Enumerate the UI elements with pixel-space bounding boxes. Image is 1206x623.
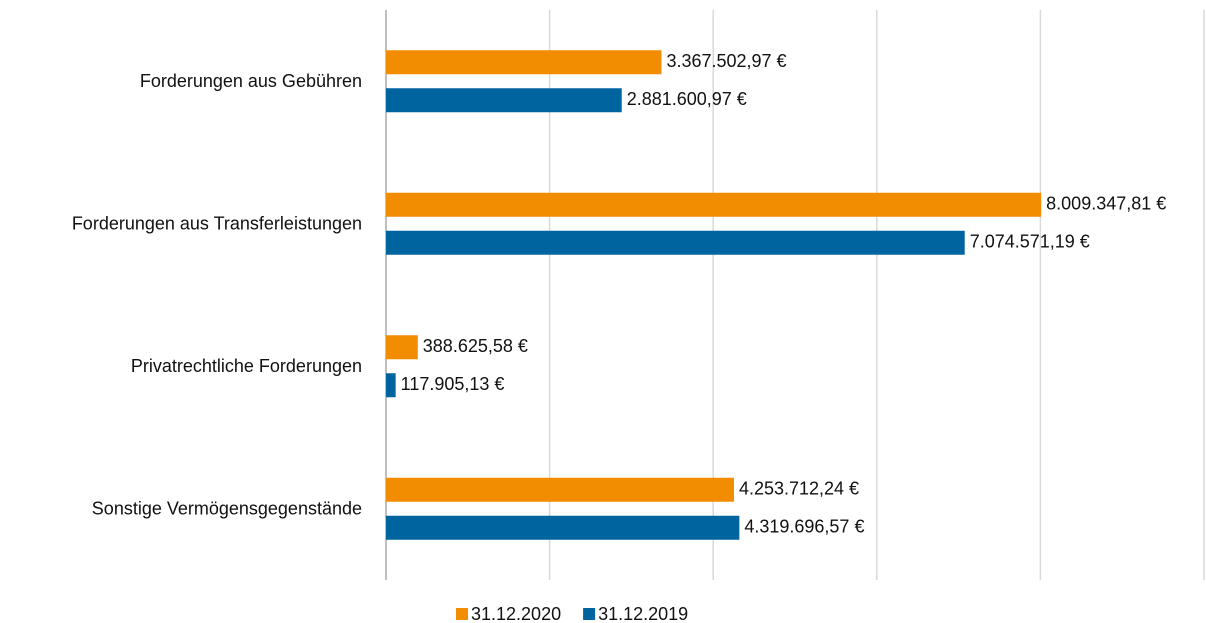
bar xyxy=(386,230,965,255)
category-label: Privatrechtliche Forderungen xyxy=(131,356,362,376)
bar xyxy=(386,88,622,113)
bar xyxy=(386,335,418,360)
category-label: Forderungen aus Transferleistungen xyxy=(72,214,362,234)
value-label: 7.074.571,19 € xyxy=(970,232,1090,252)
bar xyxy=(386,373,396,398)
bar xyxy=(386,477,734,502)
bar xyxy=(386,192,1042,217)
legend-label: 31.12.2020 xyxy=(471,604,561,623)
value-label: 3.367.502,97 € xyxy=(666,51,786,71)
value-label: 8.009.347,81 € xyxy=(1046,194,1166,214)
category-label: Forderungen aus Gebühren xyxy=(140,71,362,91)
category-label: Sonstige Vermögensgegenstände xyxy=(92,499,362,519)
legend-label: 31.12.2019 xyxy=(598,604,688,623)
value-label: 4.253.712,24 € xyxy=(739,479,859,499)
value-label: 117.905,13 € xyxy=(401,374,505,394)
value-label: 388.625,58 € xyxy=(423,336,528,356)
legend-swatch xyxy=(583,608,596,620)
legend-swatch xyxy=(456,608,468,620)
bar xyxy=(386,515,740,540)
value-label: 2.881.600,97 € xyxy=(627,89,747,109)
value-label: 4.319.696,57 € xyxy=(744,517,864,537)
bar xyxy=(386,50,662,75)
